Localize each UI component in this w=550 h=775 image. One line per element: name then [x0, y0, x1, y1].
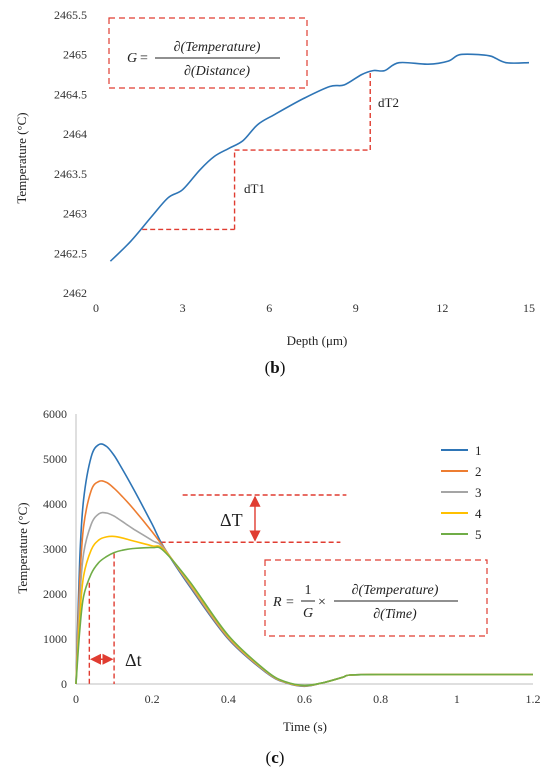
panel-c-axes [75, 414, 533, 685]
panel-c-x-tick-label: 0 [73, 692, 79, 706]
panel-c-y-tick-label: 5000 [43, 452, 67, 466]
panel-b-y-tick-label: 2464.5 [54, 87, 87, 101]
panel-c-x-tick-labels: 0 0.2 0.4 0.6 0.8 1 1.2 [73, 692, 541, 706]
panel-c-series-5-line [75, 546, 533, 687]
panel-c-y-tick-label: 3000 [43, 542, 67, 556]
panel-b-equation-lhs: G [127, 51, 137, 66]
panel-c-legend-label-4: 4 [475, 506, 482, 521]
panel-c-chart: 0 1000 2000 3000 4000 5000 6000 0 0.2 0.4 0.6 0.8 1… [15, 407, 541, 767]
panel-c-x-axis-label: Time (s) [283, 719, 327, 734]
panel-c-legend: 1 2 3 4 5 [441, 443, 482, 542]
panel-c-x-tick-label: 0.8 [373, 692, 388, 706]
panel-b-x-tick-label: 0 [93, 301, 99, 315]
panel-b-x-tick-label: 3 [180, 301, 186, 315]
panel-b-y-tick-labels: 2462 2462.5 2463 2463.5 2464 2464.5 2465 2465.5 [54, 8, 87, 300]
panel-b-x-tick-label: 15 [523, 301, 535, 315]
panel-b-x-tick-labels: 0 3 6 9 12 15 [93, 301, 535, 315]
panel-b-y-tick-label: 2463 [63, 207, 87, 221]
panel-c-equation-one: 1 [305, 583, 312, 598]
panel-c-equation-box [264, 559, 488, 637]
panel-b-y-tick-label: 2465 [63, 48, 87, 62]
panel-c-equation-numerator: ∂(Temperature) [352, 583, 439, 598]
panel-b-equation-numerator: ∂(Temperature) [174, 40, 261, 55]
panel-b-y-tick-label: 2464 [63, 127, 87, 141]
panel-c-series-3-line [75, 511, 533, 687]
panel-b-dT2-label: dT2 [378, 95, 399, 110]
panel-c-equation-denominator: ∂(Time) [373, 607, 417, 622]
panel-b-y-tick-label: 2462.5 [54, 246, 87, 260]
panel-c-legend-label-5: 5 [475, 527, 482, 542]
panel-c-y-tick-label: 0 [61, 677, 67, 691]
panel-b-x-tick-label: 12 [436, 301, 448, 315]
panel-b-gradient-equation: G = ∂(Temperature) ∂(Distance) [108, 17, 308, 89]
panel-c-delta-t-label: Δt [125, 650, 142, 670]
panel-c-caption-letter: c [271, 748, 279, 767]
panel-b-equation-box [108, 17, 308, 89]
panel-b-y-tick-label: 2463.5 [54, 167, 87, 181]
panel-b-temperature-line [109, 53, 530, 262]
panel-c-equation-equals: = [286, 595, 294, 610]
panel-c-y-tick-labels: 0 1000 2000 3000 4000 5000 6000 [43, 407, 67, 691]
panel-c-y-tick-label: 2000 [43, 587, 67, 601]
panel-c-equation-G: G [303, 606, 313, 621]
panel-b-caption-letter: b [270, 358, 279, 377]
panel-c-cooling-rate-equation: R = 1 G × ∂(Temperature) ∂(Time) [264, 559, 488, 637]
panel-c-y-tick-label: 4000 [43, 497, 67, 511]
panel-c-x-tick-label: 1 [454, 692, 460, 706]
panel-c-legend-label-2: 2 [475, 464, 482, 479]
panel-c-x-tick-label: 0.4 [221, 692, 236, 706]
panel-b-x-tick-label: 6 [266, 301, 272, 315]
panel-c-legend-label-1: 1 [475, 443, 482, 458]
panel-b-x-axis-label: Depth (μm) [287, 333, 348, 348]
panel-b-series [109, 53, 530, 262]
panel-c-legend-label-3: 3 [475, 485, 482, 500]
panel-c-caption: (c) [266, 748, 285, 767]
panel-c-y-axis-label: Temperature (°C) [15, 502, 30, 593]
panel-b-caption: (b) [265, 358, 286, 377]
panel-c-delta-T-label: ΔT [220, 510, 243, 530]
panel-b-equation-denominator: ∂(Distance) [184, 64, 250, 79]
panel-b-annotation-lines [142, 70, 371, 231]
panel-b-y-axis-label: Temperature (°C) [14, 112, 29, 203]
panel-b-chart: 2462 2462.5 2463 2463.5 2464 2464.5 2465 2465.5… [14, 8, 535, 377]
panel-c-x-tick-label: 1.2 [526, 692, 541, 706]
panel-b-x-tick-label: 9 [353, 301, 359, 315]
panel-c-x-tick-label: 0.6 [297, 692, 312, 706]
panel-c-annotation-lines [88, 494, 347, 684]
panel-b-equation-equals: = [140, 51, 148, 66]
panel-b-y-tick-label: 2465.5 [54, 8, 87, 22]
panel-c-series [75, 443, 533, 688]
panel-b-y-tick-label: 2462 [63, 286, 87, 300]
panel-c-y-tick-label: 6000 [43, 407, 67, 421]
panel-c-equation-times: × [318, 595, 326, 610]
panel-c-y-tick-label: 1000 [43, 632, 67, 646]
panel-c-x-tick-label: 0.2 [145, 692, 160, 706]
panel-c-series-1-line [75, 443, 533, 688]
panel-c-equation-lhs: R [272, 595, 282, 610]
panel-b-dT1-label: dT1 [244, 181, 265, 196]
